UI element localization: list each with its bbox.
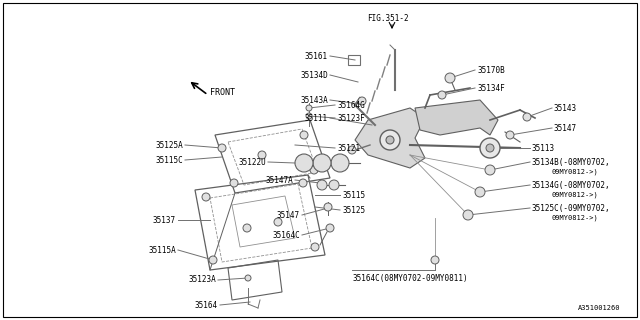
- Circle shape: [486, 144, 494, 152]
- Text: 35164G: 35164G: [337, 100, 365, 109]
- Circle shape: [475, 187, 485, 197]
- Circle shape: [331, 154, 349, 172]
- Circle shape: [506, 131, 514, 139]
- Circle shape: [306, 113, 312, 119]
- Circle shape: [202, 193, 210, 201]
- Text: 35115C: 35115C: [156, 156, 183, 164]
- Circle shape: [218, 144, 226, 152]
- Circle shape: [431, 256, 439, 264]
- Text: 35143: 35143: [554, 103, 577, 113]
- Circle shape: [329, 180, 339, 190]
- Circle shape: [311, 243, 319, 251]
- Circle shape: [326, 224, 334, 232]
- Circle shape: [295, 154, 313, 172]
- Text: 09MY0812->): 09MY0812->): [552, 169, 599, 175]
- Circle shape: [380, 130, 400, 150]
- Text: 35121: 35121: [337, 143, 360, 153]
- Text: 35137: 35137: [153, 215, 176, 225]
- Text: 35123F: 35123F: [337, 114, 365, 123]
- Circle shape: [324, 203, 332, 211]
- Circle shape: [317, 180, 327, 190]
- Text: 35134G(-08MY0702,: 35134G(-08MY0702,: [532, 180, 611, 189]
- Circle shape: [445, 73, 455, 83]
- Text: A351001260: A351001260: [577, 305, 620, 311]
- Text: 35123A: 35123A: [188, 276, 216, 284]
- Circle shape: [386, 136, 394, 144]
- Circle shape: [243, 224, 251, 232]
- Text: 35134D: 35134D: [300, 70, 328, 79]
- Text: 35115A: 35115A: [148, 245, 176, 254]
- Text: 35164C: 35164C: [272, 230, 300, 239]
- Circle shape: [209, 256, 217, 264]
- Text: 35125A: 35125A: [156, 140, 183, 149]
- Circle shape: [258, 151, 266, 159]
- Circle shape: [358, 97, 366, 105]
- Text: 35170B: 35170B: [477, 66, 505, 75]
- Circle shape: [245, 275, 251, 281]
- Text: 35147: 35147: [554, 124, 577, 132]
- Text: 35147A: 35147A: [265, 175, 293, 185]
- Text: 35147: 35147: [277, 211, 300, 220]
- Text: 35164C(08MY0702-09MY0811): 35164C(08MY0702-09MY0811): [352, 274, 468, 283]
- Text: FRONT: FRONT: [210, 87, 235, 97]
- Text: 35111: 35111: [305, 114, 328, 123]
- Circle shape: [300, 131, 308, 139]
- Circle shape: [230, 179, 238, 187]
- Circle shape: [310, 166, 318, 174]
- Circle shape: [485, 165, 495, 175]
- Text: 35113: 35113: [532, 143, 555, 153]
- Text: 35122U: 35122U: [238, 157, 266, 166]
- Circle shape: [306, 105, 312, 111]
- Circle shape: [299, 179, 307, 187]
- Circle shape: [523, 113, 531, 121]
- Text: 09MY0812->): 09MY0812->): [552, 215, 599, 221]
- Circle shape: [348, 146, 356, 154]
- Text: 35143A: 35143A: [300, 95, 328, 105]
- Text: 35161: 35161: [305, 52, 328, 60]
- Text: 35115: 35115: [342, 190, 365, 199]
- Circle shape: [438, 91, 446, 99]
- Text: 35125C(-09MY0702,: 35125C(-09MY0702,: [532, 204, 611, 212]
- Polygon shape: [355, 108, 425, 168]
- Text: 35164: 35164: [195, 300, 218, 309]
- Text: 35134F: 35134F: [477, 84, 505, 92]
- Circle shape: [274, 218, 282, 226]
- Text: 09MY0812->): 09MY0812->): [552, 192, 599, 198]
- Text: 35134B(-08MY0702,: 35134B(-08MY0702,: [532, 157, 611, 166]
- Text: 35125: 35125: [342, 205, 365, 214]
- Circle shape: [313, 154, 331, 172]
- Polygon shape: [415, 100, 498, 135]
- Text: FIG.351-2: FIG.351-2: [367, 13, 409, 22]
- Circle shape: [480, 138, 500, 158]
- Circle shape: [463, 210, 473, 220]
